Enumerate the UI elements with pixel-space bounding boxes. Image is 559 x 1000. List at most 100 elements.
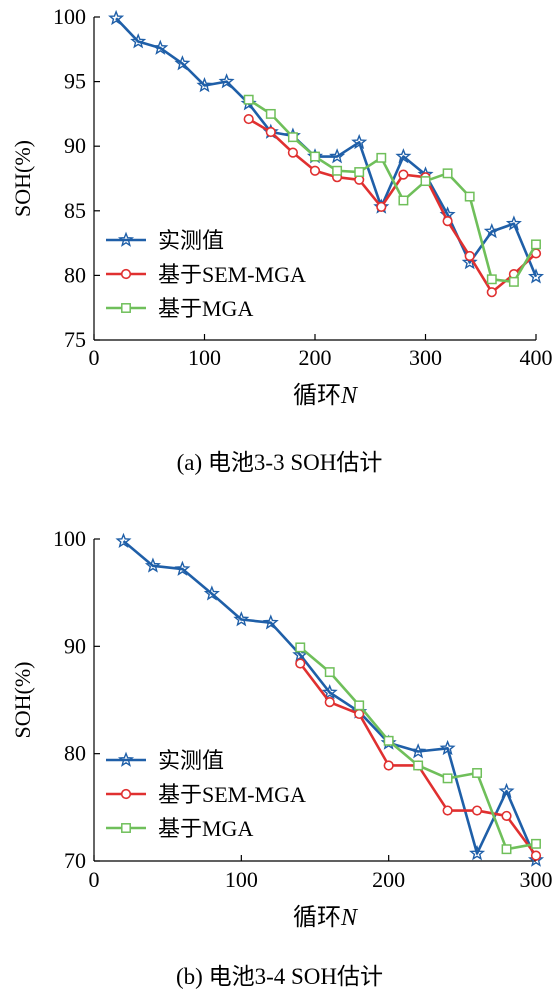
data-point — [469, 845, 486, 861]
y-tick-label: 85 — [64, 198, 86, 223]
legend-marker — [121, 303, 131, 313]
data-point — [309, 165, 321, 176]
data-point — [498, 782, 515, 799]
y-tick-label: 75 — [64, 327, 86, 352]
data-point — [527, 268, 545, 284]
series-line — [122, 540, 538, 861]
x-tick-label: 0 — [89, 867, 100, 892]
y-tick-label: 100 — [53, 4, 86, 29]
data-point — [471, 805, 483, 816]
chart-battery-3-3: 0 100 200 300 400 75 80 85 90 95 100 循环N SOH(%) 实测值基于… — [10, 4, 553, 475]
data-point — [486, 274, 497, 285]
x-tick-label: 100 — [188, 345, 221, 370]
legend-marker — [117, 751, 135, 767]
x-axis-title-variable: N — [340, 905, 359, 931]
data-point — [130, 33, 147, 49]
data-point — [410, 743, 427, 759]
data-point — [265, 126, 276, 138]
data-point — [376, 201, 387, 213]
data-point — [395, 148, 412, 164]
legend-label: 基于SEM-MGA — [158, 262, 306, 287]
data-point — [262, 614, 279, 630]
series-square — [295, 642, 541, 855]
data-point — [324, 697, 335, 708]
data-point — [442, 805, 453, 816]
legend-item: 基于MGA — [106, 296, 253, 321]
data-point — [420, 176, 431, 187]
data-point — [329, 148, 346, 164]
data-point — [287, 147, 299, 158]
data-point — [398, 169, 409, 180]
data-point — [442, 773, 453, 784]
data-point — [332, 165, 343, 176]
x-axis-title-main: 循环 — [293, 382, 341, 409]
y-tick-label: 100 — [53, 526, 86, 551]
legend-marker — [120, 268, 132, 280]
x-tick-label: 0 — [89, 345, 100, 370]
legend-marker — [120, 788, 132, 800]
legend-marker — [117, 231, 135, 247]
series-square — [243, 94, 541, 287]
y-tick-label: 70 — [64, 848, 86, 873]
legend-item: 实测值 — [106, 748, 224, 773]
data-point — [351, 133, 368, 150]
series-circle — [295, 658, 542, 861]
data-point — [144, 557, 161, 573]
data-point — [243, 113, 254, 125]
data-point — [354, 167, 365, 177]
y-axis-title: SOH(%) — [10, 140, 35, 217]
legend-item: 基于SEM-MGA — [106, 262, 306, 287]
data-point — [383, 735, 394, 746]
series-line — [299, 662, 538, 857]
figure-caption: (b) 电池3-4 SOH估计 — [176, 964, 383, 989]
y-tick-label: 95 — [64, 69, 86, 94]
data-point — [295, 658, 306, 669]
legend-label: 基于SEM-MGA — [158, 782, 306, 807]
data-point — [472, 768, 483, 778]
data-point — [196, 77, 213, 93]
data-point — [505, 215, 522, 231]
data-point — [461, 254, 478, 270]
data-point — [287, 132, 298, 143]
legend-label: 实测值 — [158, 228, 224, 253]
data-point — [376, 152, 387, 163]
data-point — [243, 94, 254, 105]
legend-item: 实测值 — [106, 228, 224, 253]
data-point — [265, 108, 276, 119]
data-point — [218, 73, 235, 89]
y-tick-label: 80 — [64, 262, 86, 287]
x-tick-label: 200 — [372, 867, 405, 892]
data-point — [413, 760, 424, 771]
chart-battery-3-4: 0 100 200 300 70 80 90 100 循环N SOH(%) 实测值基于SEM-MGA… — [10, 526, 553, 989]
data-point — [442, 168, 453, 179]
x-axis-title-main: 循环 — [293, 904, 341, 931]
x-tick-label: 200 — [299, 345, 332, 370]
legend-item: 基于MGA — [106, 816, 253, 841]
data-point — [527, 851, 545, 867]
series-star — [115, 532, 545, 867]
data-point — [310, 151, 320, 162]
x-axis-title-variable: N — [340, 383, 359, 409]
figure-caption: (a) 电池3-3 SOH估计 — [177, 450, 383, 475]
data-point — [203, 585, 220, 601]
data-point — [530, 850, 542, 861]
data-point — [354, 700, 365, 711]
y-tick-label: 90 — [64, 133, 86, 158]
data-point — [233, 611, 250, 627]
data-point — [483, 223, 500, 239]
data-point — [152, 39, 169, 55]
axes: 0 100 200 300 400 75 80 85 90 95 100 循环N SOH(%) — [10, 4, 553, 409]
data-point — [174, 55, 191, 71]
x-tick-label: 100 — [225, 867, 258, 892]
legend-label: 实测值 — [158, 748, 224, 773]
data-point — [108, 9, 125, 26]
data-point — [324, 667, 335, 678]
data-point — [295, 642, 306, 653]
data-point — [464, 191, 475, 202]
data-point — [501, 844, 512, 855]
x-tick-label: 300 — [409, 345, 442, 370]
x-tick-label: 400 — [520, 345, 553, 370]
